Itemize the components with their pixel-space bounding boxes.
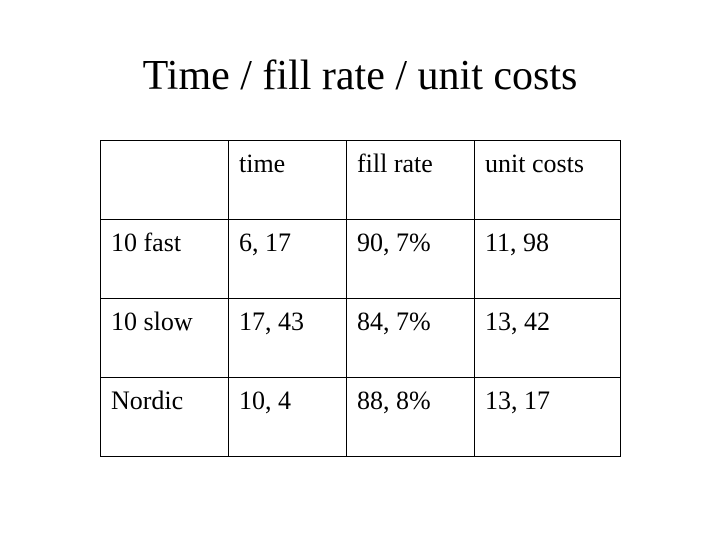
table-cell: 10 slow [101,299,229,378]
table-header-cell [101,141,229,220]
table-cell: 11, 98 [475,220,621,299]
table-header-cell: unit costs [475,141,621,220]
table-cell: 13, 42 [475,299,621,378]
table-header-cell: fill rate [347,141,475,220]
table-cell: 17, 43 [229,299,347,378]
table-row: 10 slow 17, 43 84, 7% 13, 42 [101,299,621,378]
table-cell: 13, 17 [475,378,621,457]
table-cell: 90, 7% [347,220,475,299]
table-row: Nordic 10, 4 88, 8% 13, 17 [101,378,621,457]
table-row: 10 fast 6, 17 90, 7% 11, 98 [101,220,621,299]
table-cell: 88, 8% [347,378,475,457]
data-table-container: time fill rate unit costs 10 fast 6, 17 … [100,140,620,457]
table-cell: 6, 17 [229,220,347,299]
table-header-row: time fill rate unit costs [101,141,621,220]
slide: Time / fill rate / unit costs time fill … [0,0,720,540]
table-header-cell: time [229,141,347,220]
table-cell: 84, 7% [347,299,475,378]
table-cell: 10, 4 [229,378,347,457]
table-cell: 10 fast [101,220,229,299]
table-cell: Nordic [101,378,229,457]
page-title: Time / fill rate / unit costs [0,52,720,100]
data-table: time fill rate unit costs 10 fast 6, 17 … [100,140,621,457]
